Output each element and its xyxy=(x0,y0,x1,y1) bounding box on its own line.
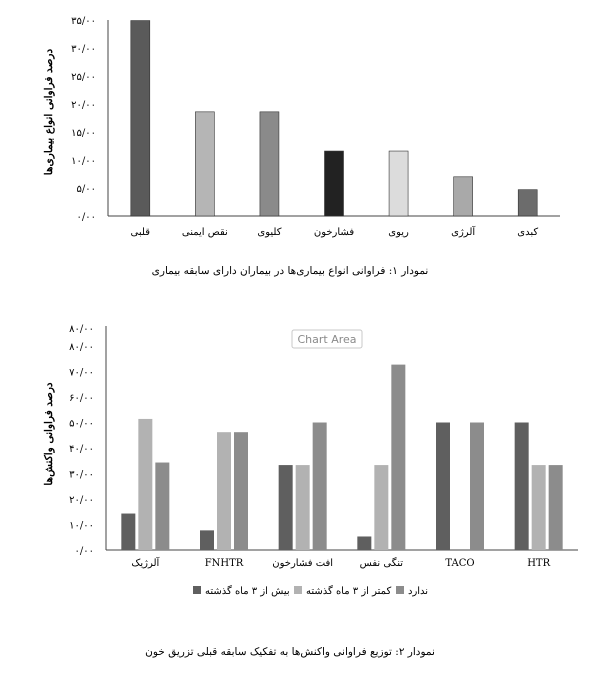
chart-1: ۰/۰۰ ۵/۰۰ ۱۰/۰۰ ۱۵/۰۰ ۲۰/۰۰ ۲۵/۰۰ ۳۰/۰۰ ۳۵/۰۰ ق… xyxy=(0,0,601,290)
chart-2-bar xyxy=(391,364,406,550)
chart-2-top-label: ۸۰/۰۰ xyxy=(69,324,94,335)
chart-2-bar xyxy=(138,418,153,550)
legend-label: بیش از ۳ ماه گذشته xyxy=(205,585,290,597)
chart-1-y-tick-label: ۳۰/۰۰ xyxy=(71,44,96,55)
chart-2-y-tick-label: ۷۰/۰۰ xyxy=(69,368,94,379)
chart-1-category-label: فشارخون xyxy=(314,227,354,238)
legend-swatch xyxy=(294,586,302,594)
chart-1-caption: نمودار ۱: فراوانی انواع بیماری‌ها در بیم… xyxy=(152,265,429,277)
chart-1-category-label: قلبی xyxy=(131,227,151,238)
chart-2-bar xyxy=(200,530,214,550)
legend-swatch xyxy=(193,586,201,594)
chart-1-bar xyxy=(195,111,215,217)
chart-1-bar xyxy=(259,111,280,217)
chart-2-bar xyxy=(470,422,484,550)
chart-1-y-tick-label: ۲۵/۰۰ xyxy=(71,72,96,83)
chart-1-category-label: کبدی xyxy=(517,227,538,238)
chart-2-category-label: تنگی نفس xyxy=(360,557,404,569)
chart-area-tooltip: Chart Area xyxy=(291,329,363,349)
chart-1-category-label: نقص ایمنی xyxy=(182,227,228,238)
chart-2-bar xyxy=(548,465,563,550)
chart-1-y-tick-label: ۲۰/۰۰ xyxy=(71,100,96,111)
chart-1-svg: ۰/۰۰ ۵/۰۰ ۱۰/۰۰ ۱۵/۰۰ ۲۰/۰۰ ۲۵/۰۰ ۳۰/۰۰ ۳۵/۰۰ ق… xyxy=(43,16,560,277)
chart-2-svg: ۰/۰۰ ۱۰/۰۰ ۲۰/۰۰ ۳۰/۰۰ ۴۰/۰۰ ۵۰/۰۰ ۶۰/۰۰ ۷۰/۰۰ ۸… xyxy=(43,324,578,658)
chart-2-y-tick-label: ۳۰/۰۰ xyxy=(69,470,94,481)
chart-1-category-label: ریوی xyxy=(388,227,409,238)
chart-1-y-tick-label: ۱۵/۰۰ xyxy=(71,128,96,139)
chart-1-y-tick-label: ۵/۰۰ xyxy=(77,184,96,195)
chart-2-y-axis-label: درصد فراوانی واکنش‌ها xyxy=(43,382,55,485)
chart-2-bar xyxy=(121,513,136,550)
chart-2-bar xyxy=(278,465,293,550)
chart-2-bar xyxy=(357,536,372,550)
chart-2-category-label: افت فشارخون xyxy=(272,558,333,569)
chart-2-bar xyxy=(295,465,310,550)
chart-1-bar xyxy=(517,189,538,217)
chart-2-bar xyxy=(374,465,389,550)
chart-2-category-label: HTR xyxy=(527,558,550,569)
chart-2-bar xyxy=(234,432,248,550)
chart-2-bar xyxy=(155,462,170,550)
chart-1-y-axis-label: درصد فراوانی انواع بیماری‌ها xyxy=(43,48,55,175)
legend-swatch xyxy=(396,586,404,594)
legend-label: ندارد xyxy=(408,586,428,597)
chart-2-y-tick-label: ۶۰/۰۰ xyxy=(69,393,94,404)
chart-1-bar xyxy=(324,150,344,217)
chart-1-bar xyxy=(388,150,409,217)
chart-2: ۰/۰۰ ۱۰/۰۰ ۲۰/۰۰ ۳۰/۰۰ ۴۰/۰۰ ۵۰/۰۰ ۶۰/۰۰ ۷۰/۰۰ ۸… xyxy=(0,318,601,677)
chart-1-y-tick-label: ۰/۰۰ xyxy=(77,212,96,223)
chart-2-category-label: TACO xyxy=(445,558,474,569)
chart-1-category-label: کلیوی xyxy=(257,227,281,238)
chart-2-y-tick-label: ۸۰/۰۰ xyxy=(69,342,94,353)
chart-2-bar xyxy=(531,465,546,550)
chart-area-label: Chart Area xyxy=(297,333,356,346)
chart-2-y-tick-label: ۱۰/۰۰ xyxy=(69,521,94,532)
chart-2-category-label: FNHTR xyxy=(205,558,244,569)
chart-1-y-tick-label: ۳۵/۰۰ xyxy=(71,16,96,27)
chart-2-caption: نمودار ۲: توزیع فراوانی واکنش‌ها به تفکی… xyxy=(145,646,435,658)
chart-2-bar xyxy=(436,422,450,550)
chart-2-y-tick-label: ۴۰/۰۰ xyxy=(69,444,94,455)
chart-2-bar xyxy=(217,432,231,550)
chart-2-y-tick-label: ۰/۰۰ xyxy=(75,546,94,557)
chart-2-bar xyxy=(514,422,529,550)
legend-label: کمتر از ۳ ماه گذشته xyxy=(306,585,391,597)
chart-2-y-tick-label: ۵۰/۰۰ xyxy=(69,419,94,430)
chart-1-bar xyxy=(453,176,473,217)
chart-1-y-tick-label: ۱۰/۰۰ xyxy=(71,156,96,167)
chart-2-bar xyxy=(312,422,327,550)
chart-2-category-label: آلرژیک xyxy=(131,556,160,569)
chart-1-category-label: آلرژی xyxy=(451,225,476,238)
chart-1-bar xyxy=(130,20,151,217)
chart-2-y-tick-label: ۲۰/۰۰ xyxy=(69,495,94,506)
